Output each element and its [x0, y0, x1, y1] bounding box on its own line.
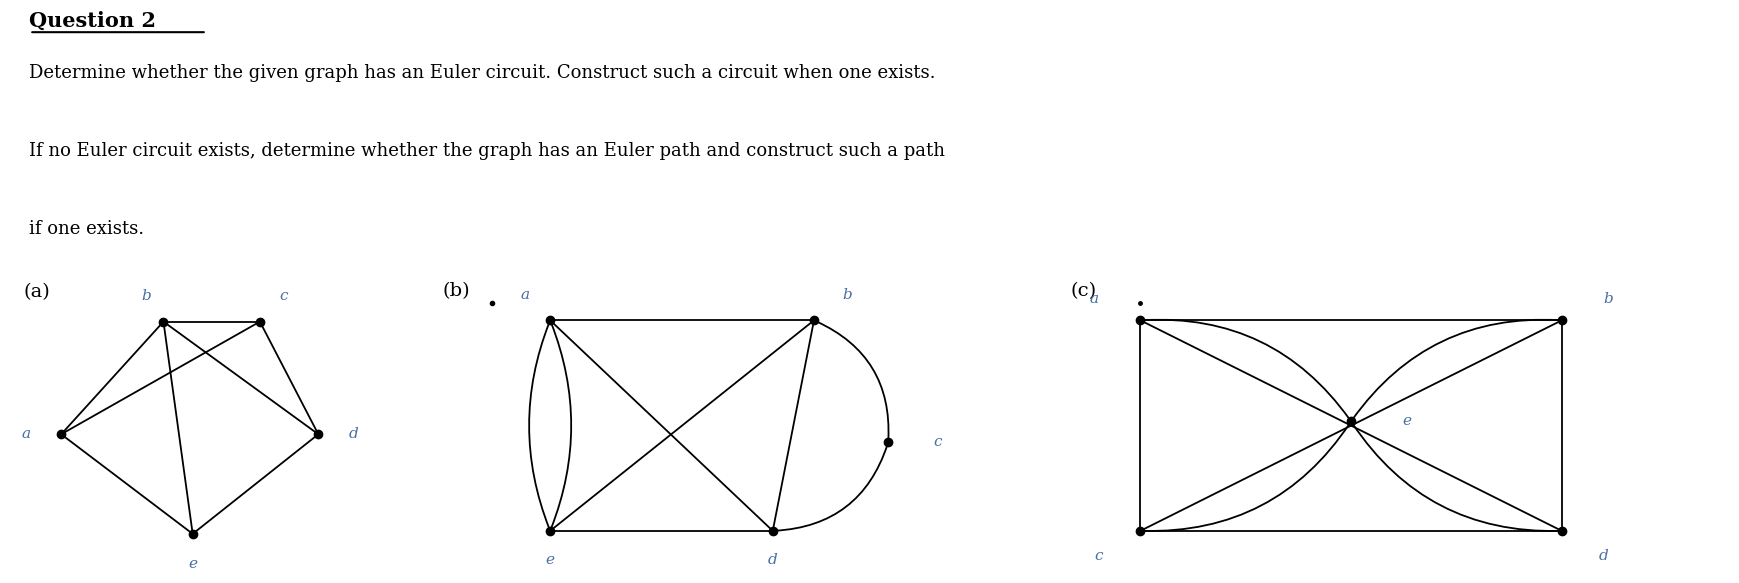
FancyArrowPatch shape — [529, 323, 550, 528]
FancyArrowPatch shape — [1143, 319, 1349, 419]
Text: Determine whether the given graph has an Euler circuit. Construct such a circuit: Determine whether the given graph has an… — [30, 64, 936, 82]
FancyArrowPatch shape — [551, 323, 570, 528]
FancyArrowPatch shape — [817, 321, 889, 440]
Text: a: a — [21, 427, 31, 441]
Text: c: c — [1094, 549, 1103, 563]
Text: b: b — [842, 288, 852, 302]
Text: Question 2: Question 2 — [30, 10, 157, 31]
Text: a: a — [1089, 292, 1097, 306]
Text: e: e — [1403, 415, 1412, 429]
Text: c: c — [934, 436, 943, 449]
Text: e: e — [188, 557, 197, 571]
Text: b: b — [1603, 292, 1614, 306]
FancyArrowPatch shape — [1353, 424, 1558, 531]
Text: (a): (a) — [23, 283, 50, 301]
Text: b: b — [141, 289, 151, 303]
Text: d: d — [1600, 549, 1609, 563]
Text: c: c — [278, 289, 287, 303]
Text: (c): (c) — [1069, 282, 1096, 300]
FancyArrowPatch shape — [776, 445, 887, 531]
Text: e: e — [546, 553, 555, 567]
Text: d: d — [769, 553, 777, 567]
FancyArrowPatch shape — [1143, 424, 1349, 531]
Text: a: a — [522, 288, 530, 302]
Text: (b): (b) — [443, 282, 471, 300]
FancyArrowPatch shape — [1353, 319, 1558, 419]
Text: if one exists.: if one exists. — [30, 220, 144, 238]
Text: If no Euler circuit exists, determine whether the graph has an Euler path and co: If no Euler circuit exists, determine wh… — [30, 142, 946, 160]
Text: d: d — [348, 427, 358, 441]
